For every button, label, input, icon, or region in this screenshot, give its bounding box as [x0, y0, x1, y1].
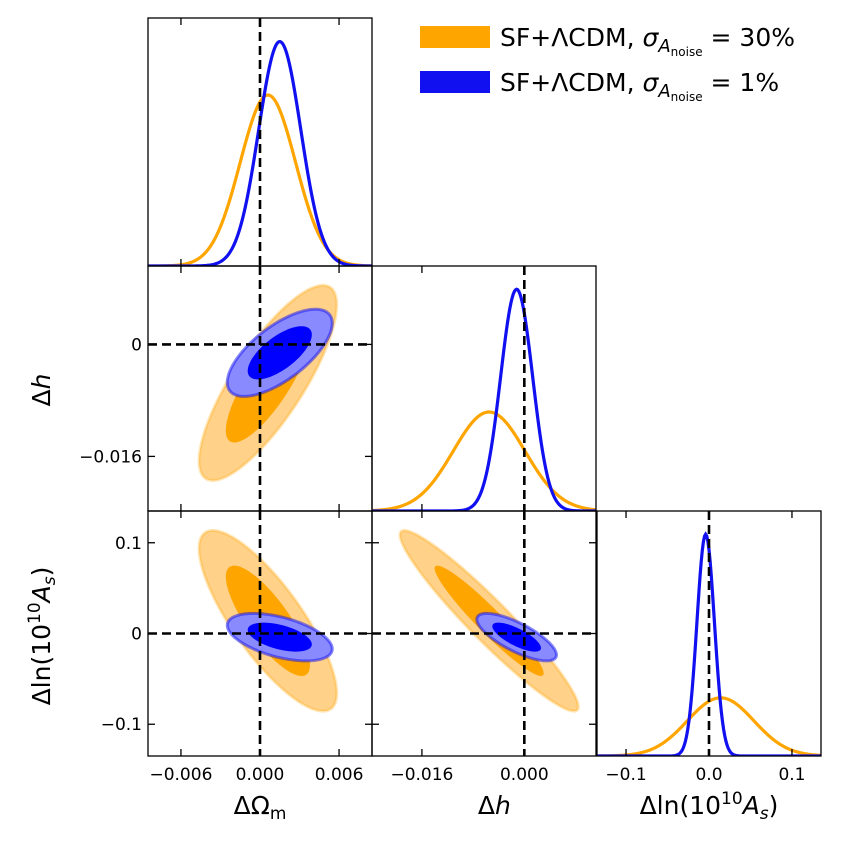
panel-1-1	[371, 265, 597, 512]
x-axis-label-om: ΔΩm	[234, 791, 287, 824]
panel-content	[597, 511, 821, 756]
legend-sigma: σ	[642, 23, 659, 52]
label-h: h	[495, 791, 511, 820]
contour-1sigma-om-as-series-1	[247, 622, 312, 652]
x-axis-label-h: Δh	[478, 791, 511, 820]
legend: SF+ΛCDM, σAnoise = 30%SF+ΛCDM, σAnoise =…	[420, 23, 795, 104]
legend-sub: noise	[671, 45, 703, 59]
y-tick-label-h: −0.016	[79, 447, 142, 467]
panel-2-2	[596, 510, 822, 757]
legend-sub: noise	[671, 90, 703, 104]
panel-0-0	[147, 17, 373, 267]
x-axis-label-as: Δln(1010As)	[640, 789, 779, 824]
panel-frame	[371, 510, 597, 757]
x-tick-label-om: 0.000	[236, 765, 285, 785]
label-A: A	[741, 791, 760, 820]
legend-part: SF+ΛCDM,	[500, 68, 642, 97]
panel-content	[148, 18, 372, 266]
y-tick-label-as: −0.1	[101, 715, 142, 735]
legend-swatch-1	[420, 71, 490, 93]
panel-content	[148, 511, 372, 756]
label-part: )	[27, 567, 56, 577]
x-tick-label-as: 0.1	[778, 765, 805, 785]
panel-2-0	[147, 510, 373, 757]
posterior-curve-as-series-1	[597, 531, 821, 756]
legend-value: = 30%	[703, 23, 795, 52]
panel-2-1	[371, 510, 597, 757]
y-axis-label-as: Δln(1010As)	[25, 567, 60, 706]
panel-frame	[371, 265, 597, 512]
x-tick-label-as: 0.0	[695, 765, 722, 785]
legend-value: = 1%	[703, 68, 780, 97]
x-tick-label-as: −0.1	[605, 765, 646, 785]
label-delta: Δ	[478, 791, 495, 820]
contour-1sigma-om-h-series-1	[247, 326, 312, 380]
label-delta: Δ	[27, 389, 56, 406]
label-superscript: 10	[25, 602, 45, 624]
legend-label-0: SF+ΛCDM, σAnoise = 30%	[500, 23, 795, 59]
y-tick-label-h: 0	[131, 335, 142, 355]
panel-content	[372, 266, 596, 511]
panel-1-0	[147, 265, 373, 512]
legend-label-1: SF+ΛCDM, σAnoise = 1%	[500, 68, 779, 104]
panel-content	[372, 511, 596, 756]
x-tick-label-om: −0.006	[149, 765, 212, 785]
legend-sigma: σ	[642, 68, 659, 97]
x-tick-label-om: 0.006	[315, 765, 364, 785]
y-axis-label-h: Δh	[27, 374, 56, 407]
label-part: )	[769, 791, 779, 820]
panel-frame	[596, 510, 822, 757]
legend-A: A	[657, 81, 670, 102]
label-subscript: s	[40, 576, 60, 585]
label-part: Δln(10	[640, 791, 721, 820]
label-part: Δln(10	[27, 624, 56, 705]
panel-content	[148, 266, 372, 511]
label-subscript: s	[760, 804, 769, 824]
legend-swatch-0	[420, 26, 490, 48]
y-tick-label-as: 0.1	[115, 534, 142, 554]
x-tick-label-h: 0.000	[500, 765, 549, 785]
legend-part: SF+ΛCDM,	[500, 23, 642, 52]
posterior-curve-h-series-0	[372, 410, 596, 511]
legend-A: A	[657, 36, 670, 57]
y-tick-label-as: 0	[131, 625, 142, 645]
panels-layer	[147, 17, 822, 757]
posterior-curve-h-series-1	[372, 287, 596, 511]
x-tick-label-h: −0.016	[390, 765, 453, 785]
contour-1sigma-h-as-series-1	[492, 622, 541, 652]
label-h: h	[27, 374, 56, 390]
label-A: A	[27, 585, 56, 604]
label-subscript: m	[270, 804, 287, 824]
label-superscript: 10	[721, 789, 743, 809]
axis-labels-layer: −0.006 0.000 0.006 −0.016 0.000 −0.1 0.0 0.1 −0.…	[25, 335, 805, 824]
